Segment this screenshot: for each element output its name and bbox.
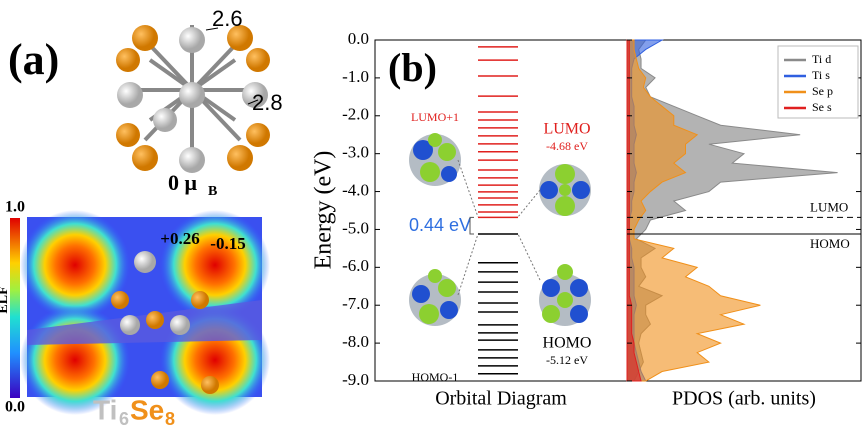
y-tick-label: -8.0 bbox=[342, 332, 369, 351]
formula: Ti bbox=[93, 394, 117, 425]
formula: 8 bbox=[165, 409, 175, 429]
orbital-frame bbox=[375, 40, 627, 381]
colorbar-title: ELF bbox=[0, 286, 11, 313]
homo-label: HOMO bbox=[810, 236, 850, 251]
figure: (a) 2.6 2.8 0 μ B 1.0 0.0 ELF +0.26 -0.1… bbox=[0, 0, 862, 432]
cluster-structure bbox=[116, 25, 270, 173]
legend-label: Se p bbox=[812, 84, 833, 98]
orbital-energy: -4.68 eV bbox=[546, 139, 588, 153]
y-tick-label: -3.0 bbox=[342, 143, 369, 162]
y-tick-label: -7.0 bbox=[342, 294, 369, 313]
formula: 6 bbox=[119, 409, 129, 429]
gap-label: 0.44 eV bbox=[409, 215, 471, 235]
magnetic-moment: 0 μ bbox=[168, 170, 198, 195]
x-axis-label: Orbital Diagram bbox=[435, 388, 567, 410]
legend-label: Ti d bbox=[812, 52, 831, 66]
formula: Se bbox=[130, 394, 164, 425]
panel-label: (b) bbox=[388, 45, 437, 90]
bond-length: 2.6 bbox=[212, 6, 243, 31]
orbital-name: HOMO-1 bbox=[412, 370, 459, 384]
panel-label: (a) bbox=[8, 35, 59, 84]
orbital-energy: -5.12 eV bbox=[546, 353, 588, 367]
lumo-label: LUMO bbox=[810, 199, 848, 214]
y-tick-label: -9.0 bbox=[342, 370, 369, 389]
colorbar bbox=[10, 218, 20, 398]
colorbar-min: 0.0 bbox=[5, 399, 25, 416]
y-tick-label: 0.0 bbox=[348, 29, 369, 48]
legend-label: Ti s bbox=[812, 68, 830, 82]
y-axis-label: Energy (eV) bbox=[311, 151, 337, 270]
charge-label: +0.26 bbox=[160, 229, 199, 248]
y-tick-label: -4.0 bbox=[342, 180, 369, 199]
y-tick-label: -6.0 bbox=[342, 256, 369, 275]
x-axis-label: PDOS (arb. units) bbox=[672, 388, 816, 410]
orbital-name: LUMO bbox=[543, 121, 590, 138]
magnetic-moment-sub: B bbox=[208, 184, 217, 199]
y-tick-label: -5.0 bbox=[342, 218, 369, 237]
y-tick-label: -2.0 bbox=[342, 105, 369, 124]
orbital-name: HOMO bbox=[543, 335, 592, 352]
orbital-name: LUMO+1 bbox=[411, 110, 459, 124]
bond-length: 2.8 bbox=[252, 90, 283, 115]
charge-label: -0.15 bbox=[210, 234, 245, 253]
colorbar-max: 1.0 bbox=[5, 199, 25, 216]
legend-label: Se s bbox=[812, 100, 832, 114]
y-tick-label: -1.0 bbox=[342, 67, 369, 86]
